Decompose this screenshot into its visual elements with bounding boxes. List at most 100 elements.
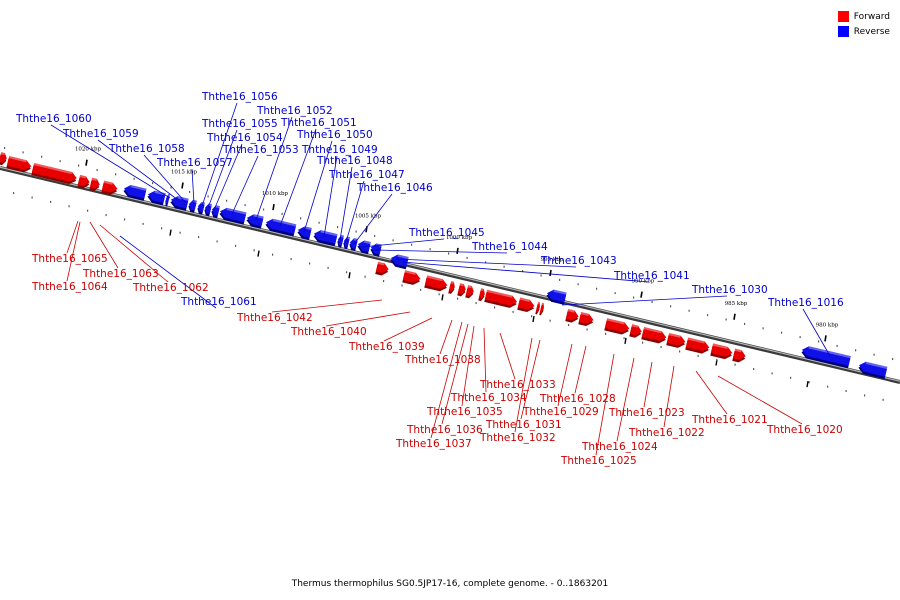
leader-line bbox=[255, 116, 293, 221]
leader-line bbox=[361, 238, 445, 248]
leader-line bbox=[339, 166, 353, 241]
Ththe16_1024-feature bbox=[629, 324, 642, 338]
feature-body bbox=[478, 288, 485, 299]
minor-tick bbox=[244, 204, 246, 207]
major-tick bbox=[272, 204, 275, 211]
Ththe16_1053-feature bbox=[219, 207, 247, 225]
feature-body bbox=[802, 346, 851, 366]
feature-body bbox=[402, 270, 421, 283]
gene-label: Ththe16_1058 bbox=[108, 143, 185, 155]
leader-line bbox=[643, 361, 653, 408]
major-tick bbox=[456, 247, 459, 255]
leader-line bbox=[213, 143, 243, 211]
gene-label: Ththe16_1048 bbox=[316, 155, 393, 167]
Ththe16_1037-feature bbox=[457, 283, 466, 297]
feature-body bbox=[198, 201, 205, 213]
minor-tick bbox=[494, 306, 496, 309]
gene-label: Ththe16_1062 bbox=[132, 282, 209, 294]
feature-body bbox=[31, 162, 77, 182]
feature-shine bbox=[567, 308, 575, 313]
leader-line bbox=[373, 249, 508, 254]
feature-shine bbox=[712, 343, 728, 350]
minor-tick bbox=[142, 222, 144, 225]
leader-line bbox=[695, 370, 728, 415]
Ththe16_1042-feature bbox=[375, 261, 389, 276]
feature-shine bbox=[130, 185, 147, 191]
feature-shine bbox=[734, 348, 742, 353]
minor-tick bbox=[115, 173, 117, 176]
Ththe16_1065-feature bbox=[6, 156, 32, 173]
minor-tick bbox=[744, 322, 746, 325]
Ththe16_1021-feature bbox=[685, 337, 710, 354]
leader-line bbox=[191, 168, 195, 205]
minor-tick bbox=[559, 278, 561, 281]
leader-line bbox=[271, 299, 383, 313]
leader-line bbox=[483, 327, 487, 393]
feature-body bbox=[539, 302, 544, 313]
gene-label: Ththe16_1024 bbox=[581, 441, 658, 453]
feature-shine bbox=[808, 346, 851, 359]
minor-tick bbox=[845, 390, 847, 393]
leader-line bbox=[279, 128, 317, 227]
Ththe16_1031-feature bbox=[535, 301, 540, 315]
feature-body bbox=[212, 205, 220, 216]
tick-label: 1020 kbp bbox=[75, 147, 102, 153]
feature-body bbox=[205, 203, 212, 214]
feature-shine bbox=[8, 156, 27, 163]
minor-tick bbox=[466, 256, 468, 259]
Ththe16_1054-feature bbox=[211, 205, 220, 219]
leader-line bbox=[561, 295, 728, 306]
minor-tick bbox=[235, 244, 237, 247]
feature-body bbox=[641, 327, 667, 341]
gene-label: Ththe16_1052 bbox=[256, 105, 333, 117]
feature-shine bbox=[459, 283, 464, 287]
Ththe16_1052-feature bbox=[246, 214, 264, 229]
minor-tick bbox=[300, 217, 302, 220]
leader-line bbox=[401, 261, 650, 283]
leader-line bbox=[557, 343, 573, 407]
feature-shine bbox=[103, 180, 113, 185]
minor-tick bbox=[78, 164, 80, 167]
lower-tick bbox=[624, 337, 627, 344]
Ththe16_1058-feature bbox=[170, 196, 189, 211]
minor-tick bbox=[457, 297, 459, 300]
gene-label: Ththe16_1059 bbox=[62, 128, 139, 140]
gene-label: Ththe16_1043 bbox=[540, 255, 617, 267]
gene-label: Ththe16_1057 bbox=[156, 157, 233, 169]
lower-tick bbox=[441, 294, 444, 301]
minor-tick bbox=[836, 344, 838, 347]
minor-tick bbox=[660, 346, 662, 349]
minor-tick bbox=[179, 231, 181, 234]
minor-tick bbox=[207, 195, 209, 198]
minor-tick bbox=[531, 315, 533, 318]
minor-tick bbox=[170, 186, 172, 189]
minor-tick bbox=[614, 292, 616, 295]
Ththe16_1020-feature bbox=[710, 343, 733, 360]
feature-shine bbox=[865, 361, 888, 370]
Ththe16_1030-feature bbox=[546, 289, 567, 305]
gene-label: Ththe16_1055 bbox=[201, 118, 278, 130]
feature-shine bbox=[304, 226, 312, 231]
minor-tick bbox=[346, 271, 348, 274]
Ththe16_1055-feature bbox=[204, 203, 212, 217]
minor-tick bbox=[31, 196, 33, 199]
gene-label: Ththe16_1045 bbox=[408, 227, 485, 239]
leader-line bbox=[201, 102, 238, 207]
minor-tick bbox=[337, 226, 339, 229]
minor-tick bbox=[799, 336, 801, 339]
major-tick bbox=[733, 313, 736, 320]
leader-line bbox=[303, 140, 333, 233]
feature-body bbox=[710, 343, 733, 357]
leader-line bbox=[383, 317, 433, 342]
gene-label: Ththe16_1054 bbox=[206, 132, 283, 144]
feature-body bbox=[189, 199, 197, 211]
minor-tick bbox=[272, 253, 274, 256]
feature-body bbox=[424, 275, 448, 289]
Ththe16_1046-feature bbox=[349, 238, 358, 252]
leader-line bbox=[717, 375, 803, 425]
minor-tick bbox=[13, 192, 15, 195]
feature-body bbox=[732, 348, 746, 360]
feature-body bbox=[371, 243, 382, 255]
minor-tick bbox=[596, 287, 598, 290]
